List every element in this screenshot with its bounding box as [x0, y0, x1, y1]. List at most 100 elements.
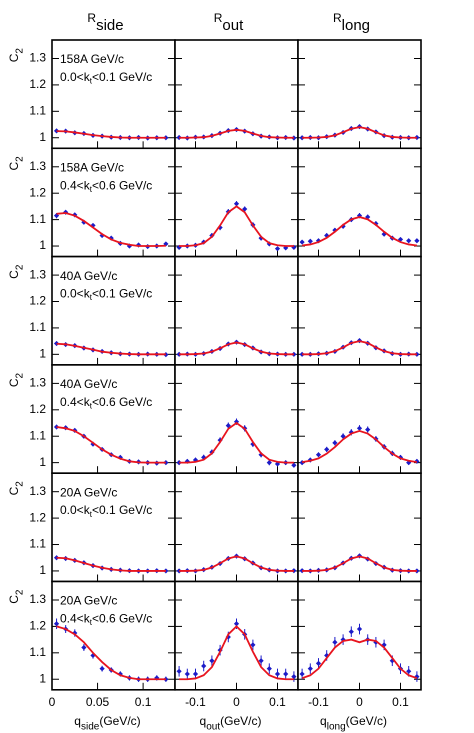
data-point	[324, 446, 330, 453]
column-title: Rout	[214, 11, 244, 34]
data-point	[315, 452, 322, 458]
data-point	[365, 427, 371, 433]
label-part: C	[7, 270, 21, 279]
label-part: q	[200, 714, 207, 728]
data-point	[90, 652, 96, 659]
fit-curve	[301, 429, 418, 463]
data-point	[332, 227, 338, 233]
subscript: out	[206, 721, 220, 732]
label-part: R	[333, 11, 342, 25]
data-point	[258, 452, 264, 458]
label-part: <0.6 GeV/c	[92, 395, 152, 409]
panel: 1 1.1 1.2 1.3 C2 20A GeV/c 0.0<kt<0.1 GeV/c	[7, 472, 176, 583]
data-point	[201, 663, 207, 669]
y-axis-label: C2	[7, 589, 25, 604]
data-point	[414, 238, 420, 244]
data-point	[117, 454, 123, 460]
data-point	[258, 658, 264, 664]
data-point	[209, 658, 215, 664]
annotation: 20A GeV/c	[60, 485, 117, 499]
label-part: 0.4<k	[60, 395, 91, 409]
label-part: <0.6 GeV/c	[92, 178, 152, 192]
data-point	[53, 424, 60, 430]
subscript: out	[222, 17, 244, 34]
annotation: 0.0<kt<0.1 GeV/c	[60, 503, 152, 519]
data-point	[332, 639, 338, 645]
data-point	[53, 128, 60, 134]
y-tick-label: 1.2	[29, 294, 46, 308]
fit-curve	[302, 126, 417, 139]
y-tick-label: 1.3	[29, 484, 46, 498]
data-point	[373, 220, 379, 227]
label-part: q	[320, 714, 327, 728]
y-tick-label: 1.3	[29, 376, 46, 390]
data-point	[233, 621, 240, 627]
x-tick-label: 0	[356, 695, 363, 709]
label-part: (GeV/c)	[99, 714, 140, 728]
data-point	[389, 658, 395, 664]
subscript: long	[327, 721, 346, 732]
subscript: t	[90, 510, 93, 519]
label-part: 0.0<k	[60, 287, 91, 301]
subscript: t	[90, 618, 93, 627]
annotation: 0.0<kt<0.1 GeV/c	[60, 70, 152, 86]
fit-curve	[56, 625, 166, 681]
subscript: t	[90, 185, 93, 194]
data-point	[192, 671, 199, 677]
y-tick-label: 1.1	[29, 320, 46, 334]
data-point	[258, 235, 264, 241]
data-point	[274, 671, 281, 677]
y-tick-label: 1.3	[29, 51, 46, 65]
data-point	[201, 454, 207, 460]
label-part: C	[7, 162, 21, 171]
y-tick-label: 1	[39, 455, 46, 469]
subscript: 2	[14, 156, 25, 162]
subscript: 2	[14, 589, 25, 595]
label-part: (GeV/c)	[346, 714, 387, 728]
y-tick-label: 1.1	[29, 428, 46, 442]
data-point	[307, 238, 313, 244]
y-axis-label: C2	[7, 481, 25, 496]
panel-background	[52, 256, 175, 365]
data-point	[99, 666, 105, 672]
data-point	[299, 239, 305, 245]
data-point	[406, 668, 412, 674]
x-tick-label: -0.1	[308, 695, 329, 709]
y-tick-label: 1.2	[29, 77, 46, 91]
x-tick-label: -0.1	[185, 695, 206, 709]
data-point	[348, 629, 354, 635]
panel-background	[298, 581, 421, 690]
label-part: 0.4<k	[60, 612, 91, 626]
data-point	[291, 244, 297, 250]
column-title: Rlong	[333, 11, 370, 34]
panel	[174, 255, 299, 366]
y-tick-label: 1.2	[29, 510, 46, 524]
data-point	[81, 644, 87, 651]
panel-background	[52, 40, 175, 149]
data-point	[365, 214, 371, 220]
label-part: q	[74, 714, 81, 728]
panel	[297, 255, 422, 366]
panel-frame	[297, 580, 422, 691]
subscript: 2	[14, 481, 25, 487]
y-tick-label: 1.2	[29, 185, 46, 199]
panel	[297, 472, 422, 583]
panel-background	[52, 473, 175, 582]
data-point	[250, 642, 256, 648]
y-tick-label: 1.1	[29, 103, 46, 117]
x-tick-label: 0	[233, 695, 240, 709]
subscript: t	[90, 77, 93, 86]
x-tick-label: 0	[49, 695, 56, 709]
subscript: t	[90, 293, 93, 302]
x-tick-label: 0.05	[86, 695, 110, 709]
subscript: 2	[14, 264, 25, 270]
label-part: 0.0<k	[60, 70, 91, 84]
data-point	[225, 423, 231, 429]
subscript: 2	[14, 372, 25, 378]
data-point	[356, 425, 363, 431]
y-tick-label: 1	[39, 130, 46, 144]
label-part: C	[7, 53, 21, 62]
annotation: 0.4<kt<0.6 GeV/c	[60, 395, 152, 411]
panel-background	[298, 40, 421, 149]
